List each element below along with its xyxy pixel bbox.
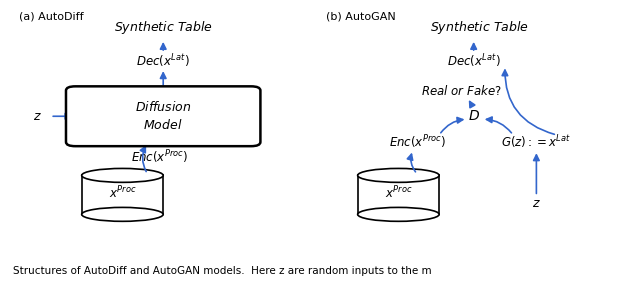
Text: $\mathit{Enc}(x^{\mathit{Proc}})$: $\mathit{Enc}(x^{\mathit{Proc}})$ [388,133,446,151]
Text: $\mathit{Real\ or\ Fake?}$: $\mathit{Real\ or\ Fake?}$ [420,83,502,97]
Text: $\mathit{Synthetic\ Table}$: $\mathit{Synthetic\ Table}$ [431,19,529,36]
Text: $\mathit{Diffusion}$
$\mathit{Model}$: $\mathit{Diffusion}$ $\mathit{Model}$ [135,100,191,132]
Ellipse shape [358,168,439,182]
Ellipse shape [82,207,163,221]
Text: $\mathit{G(z) := x^{Lat}}$: $\mathit{G(z) := x^{Lat}}$ [501,133,572,151]
Ellipse shape [82,168,163,182]
Text: $\mathit{z}$: $\mathit{z}$ [532,197,541,210]
Text: $x^{\mathit{Proc}}$: $x^{\mathit{Proc}}$ [109,185,136,202]
Ellipse shape [358,207,439,221]
Text: (b) AutoGAN: (b) AutoGAN [326,11,396,21]
Text: $\mathit{Dec}(x^{\mathit{Lat}})$: $\mathit{Dec}(x^{\mathit{Lat}})$ [447,53,500,70]
Text: $\mathit{Dec}(x^{\mathit{Lat}})$: $\mathit{Dec}(x^{\mathit{Lat}})$ [136,53,190,70]
FancyBboxPatch shape [66,86,260,146]
Text: $\mathit{Synthetic\ Table}$: $\mathit{Synthetic\ Table}$ [114,19,212,36]
Text: $\mathit{Enc}(x^{\mathit{Proc}})$: $\mathit{Enc}(x^{\mathit{Proc}})$ [131,149,189,166]
Text: Structures of AutoDiff and AutoGAN models.  Here z are random inputs to the m: Structures of AutoDiff and AutoGAN model… [13,266,431,275]
Text: $x^{\mathit{Proc}}$: $x^{\mathit{Proc}}$ [385,185,412,202]
Text: $\mathit{D}$: $\mathit{D}$ [468,108,479,123]
Text: $\mathit{z}$: $\mathit{z}$ [33,110,42,123]
Text: (a) AutoDiff: (a) AutoDiff [19,11,84,21]
